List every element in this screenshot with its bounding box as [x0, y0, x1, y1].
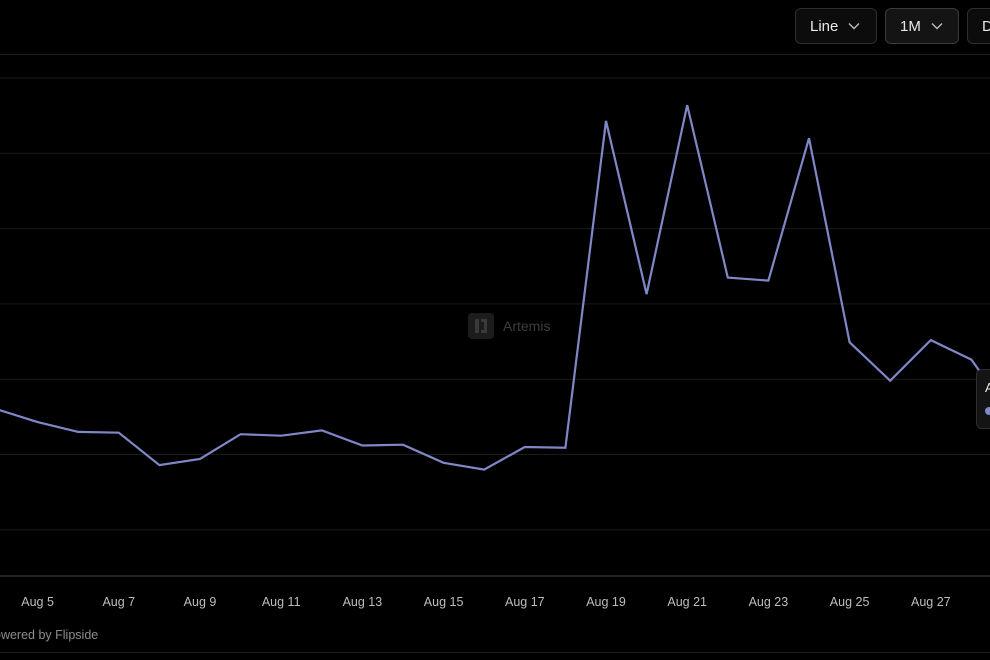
chart-type-dropdown[interactable]: Line	[795, 8, 877, 44]
x-tick-label: Aug 15	[424, 595, 464, 609]
series-line-0	[0, 104, 990, 471]
hover-tooltip: A	[976, 369, 990, 429]
x-tick-label: Aug 13	[343, 595, 383, 609]
top-divider	[0, 54, 990, 55]
x-tick-label: Aug 27	[911, 595, 951, 609]
granularity-label: D	[982, 17, 990, 35]
time-range-dropdown[interactable]: 1M	[885, 8, 959, 44]
x-tick-label: Aug 7	[102, 595, 135, 609]
tooltip-text: A	[985, 380, 990, 395]
x-tick-label: Aug 9	[184, 595, 217, 609]
series-layer	[0, 104, 990, 471]
x-tick-labels: Aug 5 Aug 7 Aug 9 Aug 11 Aug 13 Aug 15 Aug 17 A…	[21, 595, 950, 609]
watermark: Artemis	[468, 313, 550, 339]
chevron-down-icon	[931, 23, 943, 30]
grid-lines	[0, 77, 990, 531]
granularity-dropdown[interactable]: D	[967, 8, 990, 44]
x-tick-label: Aug 17	[505, 595, 545, 609]
chevron-down-icon	[848, 23, 860, 30]
time-range-label: 1M	[900, 17, 921, 35]
chart-toolbar: Line 1M D	[0, 8, 990, 46]
x-tick-label: Aug 23	[749, 595, 789, 609]
chart-type-label: Line	[810, 17, 839, 35]
x-tick-label: Aug 19	[586, 595, 626, 609]
powered-by-text: owered by Flipside	[0, 628, 99, 642]
artemis-logo-icon	[468, 313, 494, 339]
x-tick-label: Aug 11	[262, 595, 301, 609]
tooltip-series-dot	[985, 407, 990, 415]
watermark-text: Artemis	[503, 318, 551, 334]
x-tick-label: Aug 21	[667, 595, 707, 609]
x-tick-label: Aug 25	[830, 595, 870, 609]
bottom-divider	[0, 652, 990, 653]
x-tick-label: Aug 5	[21, 595, 54, 609]
